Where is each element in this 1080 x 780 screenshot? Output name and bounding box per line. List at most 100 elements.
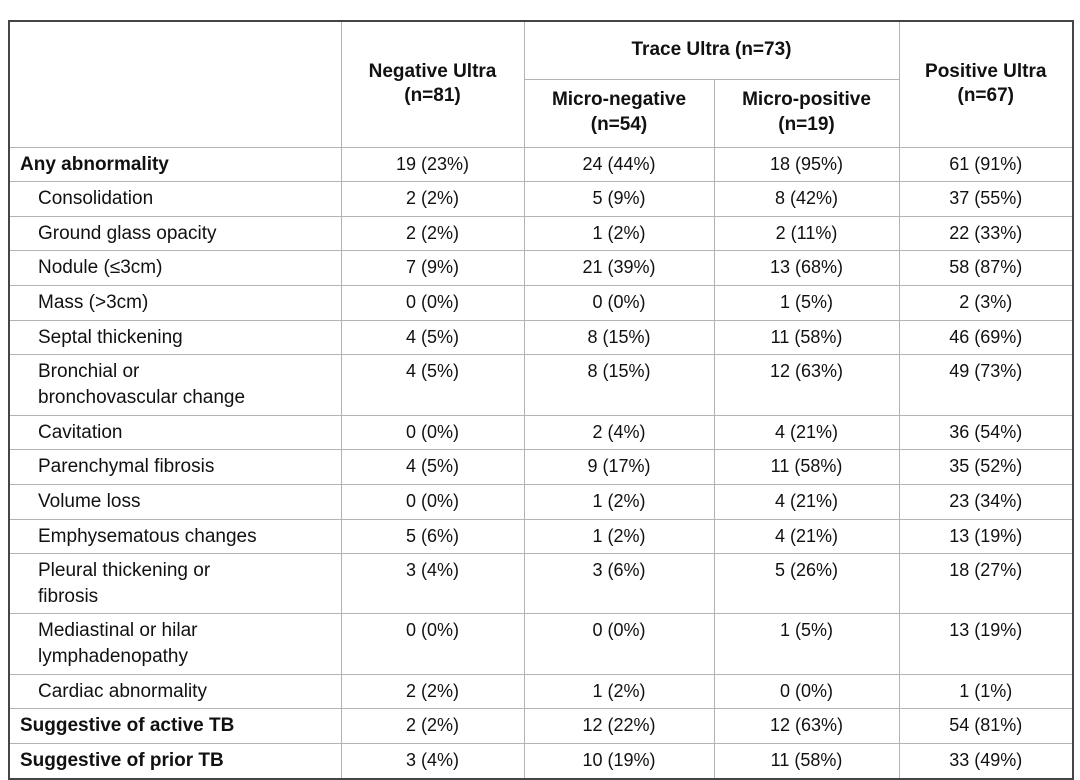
row-label: Nodule (≤3cm) <box>8 250 342 287</box>
table-body: Any abnormality 19 (23%) 24 (44%) 18 (95%) 6… <box>8 146 1074 780</box>
header-row-subgroups: Micro-negative (n=54) Micro-positive (n=… <box>9 78 1073 148</box>
cell-value: 0 (0%) <box>340 613 525 675</box>
cell-value: 35 (52%) <box>898 449 1074 485</box>
cell-value: 7 (9%) <box>340 250 525 287</box>
cell-value: 0 (0%) <box>523 285 715 321</box>
table-row: Mass (>3cm) 0 (0%) 0 (0%) 1 (5%) 2 (3%) <box>8 285 1074 321</box>
table-row: Septal thickening 4 (5%) 8 (15%) 11 (58%) 46… <box>8 319 1074 356</box>
row-label: Pleural thickening or fibrosis <box>8 553 342 615</box>
row-label: Suggestive of prior TB <box>8 743 342 780</box>
cell-value: 1 (5%) <box>713 285 900 321</box>
cell-value: 13 (19%) <box>898 518 1074 555</box>
cell-value: 10 (19%) <box>523 743 715 780</box>
cell-value: 36 (54%) <box>898 414 1074 451</box>
cell-value: 4 (5%) <box>340 449 525 485</box>
cell-value: 4 (5%) <box>340 354 525 416</box>
cell-value: 54 (81%) <box>898 708 1074 745</box>
cell-value: 37 (55%) <box>898 181 1074 217</box>
cell-value: 0 (0%) <box>523 613 715 675</box>
cell-value: 5 (6%) <box>340 518 525 555</box>
row-label: Cavitation <box>8 414 342 451</box>
cell-value: 1 (2%) <box>523 518 715 555</box>
row-label: Ground glass opacity <box>8 215 342 252</box>
cell-value: 1 (2%) <box>523 483 715 520</box>
cell-value: 2 (2%) <box>340 708 525 745</box>
cell-value: 3 (4%) <box>340 743 525 780</box>
row-label: Any abnormality <box>8 146 342 183</box>
cell-value: 58 (87%) <box>898 250 1074 287</box>
cell-value: 12 (63%) <box>713 708 900 745</box>
cell-value: 24 (44%) <box>523 146 715 183</box>
cell-value: 2 (2%) <box>340 181 525 217</box>
cell-value: 61 (91%) <box>898 146 1074 183</box>
row-label: Volume loss <box>8 483 342 520</box>
cell-value: 1 (2%) <box>523 673 715 710</box>
header-row-groups: Negative Ultra (n=81) Trace Ultra (n=73)… <box>8 20 1074 148</box>
cell-value: 12 (63%) <box>713 354 900 416</box>
table-row: Pleural thickening or fibrosis 3 (4%) 3 (6… <box>8 553 1074 615</box>
cell-value: 8 (15%) <box>523 319 715 356</box>
cell-value: 4 (21%) <box>713 483 900 520</box>
cell-value: 2 (2%) <box>340 673 525 710</box>
cell-value: 23 (34%) <box>898 483 1074 520</box>
abnormalities-table: Negative Ultra (n=81) Trace Ultra (n=73)… <box>8 20 1074 780</box>
cell-value: 18 (95%) <box>713 146 900 183</box>
cell-value: 33 (49%) <box>898 743 1074 780</box>
header-empty-cell <box>8 20 342 148</box>
table-header: Negative Ultra (n=81) Trace Ultra (n=73)… <box>8 20 1074 148</box>
cell-value: 11 (58%) <box>713 743 900 780</box>
row-label: Mass (>3cm) <box>8 285 342 321</box>
cell-value: 18 (27%) <box>898 553 1074 615</box>
table-row: Suggestive of active TB 2 (2%) 12 (22%) 12 … <box>8 708 1074 745</box>
table-row: Mediastinal or hilar lymphadenopathy 0 (0… <box>8 613 1074 675</box>
cell-value: 21 (39%) <box>523 250 715 287</box>
cell-value: 2 (2%) <box>340 215 525 252</box>
cell-value: 13 (19%) <box>898 613 1074 675</box>
cell-value: 46 (69%) <box>898 319 1074 356</box>
cell-value: 2 (11%) <box>713 215 900 252</box>
cell-value: 1 (5%) <box>713 613 900 675</box>
cell-value: 5 (9%) <box>523 181 715 217</box>
cell-value: 2 (3%) <box>898 285 1074 321</box>
table-row: Cardiac abnormality 2 (2%) 1 (2%) 0 (0%) 1 (… <box>8 673 1074 710</box>
cell-value: 1 (2%) <box>523 215 715 252</box>
table-row: Emphysematous changes 5 (6%) 1 (2%) 4 (21%)… <box>8 518 1074 555</box>
cell-value: 1 (1%) <box>898 673 1074 710</box>
header-trace-ultra: Trace Ultra (n=73) <box>523 20 900 80</box>
row-label: Emphysematous changes <box>8 518 342 555</box>
cell-value: 11 (58%) <box>713 319 900 356</box>
cell-value: 12 (22%) <box>523 708 715 745</box>
table-row: Parenchymal fibrosis 4 (5%) 9 (17%) 11 (58%… <box>8 449 1074 485</box>
table-row: Consolidation 2 (2%) 5 (9%) 8 (42%) 37 (55%) <box>8 181 1074 217</box>
cell-value: 2 (4%) <box>523 414 715 451</box>
cell-value: 11 (58%) <box>713 449 900 485</box>
table-row: Ground glass opacity 2 (2%) 1 (2%) 2 (11%) 2… <box>8 215 1074 252</box>
table-row: Any abnormality 19 (23%) 24 (44%) 18 (95%) 6… <box>8 146 1074 183</box>
row-label: Parenchymal fibrosis <box>8 449 342 485</box>
cell-value: 8 (15%) <box>523 354 715 416</box>
row-label: Mediastinal or hilar lymphadenopathy <box>8 613 342 675</box>
table-row: Suggestive of prior TB 3 (4%) 10 (19%) 11 (… <box>8 743 1074 780</box>
cell-value: 4 (21%) <box>713 518 900 555</box>
header-micro-positive: Micro-positive (n=19) <box>713 78 900 148</box>
cell-value: 0 (0%) <box>340 414 525 451</box>
header-positive-ultra: Positive Ultra (n=67) <box>898 20 1074 148</box>
row-label: Septal thickening <box>8 319 342 356</box>
row-label: Consolidation <box>8 181 342 217</box>
cell-value: 0 (0%) <box>713 673 900 710</box>
cell-value: 3 (4%) <box>340 553 525 615</box>
cell-value: 22 (33%) <box>898 215 1074 252</box>
row-label: Suggestive of active TB <box>8 708 342 745</box>
cell-value: 0 (0%) <box>340 483 525 520</box>
row-label: Bronchial or bronchovascular change <box>8 354 342 416</box>
row-label: Cardiac abnormality <box>8 673 342 710</box>
header-micro-negative: Micro-negative (n=54) <box>523 78 715 148</box>
cell-value: 5 (26%) <box>713 553 900 615</box>
cell-value: 4 (5%) <box>340 319 525 356</box>
header-negative-ultra: Negative Ultra (n=81) <box>340 20 525 148</box>
cell-value: 9 (17%) <box>523 449 715 485</box>
cell-value: 19 (23%) <box>340 146 525 183</box>
cell-value: 8 (42%) <box>713 181 900 217</box>
cell-value: 13 (68%) <box>713 250 900 287</box>
